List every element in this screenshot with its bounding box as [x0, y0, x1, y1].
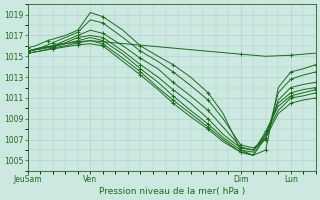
X-axis label: Pression niveau de la mer( hPa ): Pression niveau de la mer( hPa )	[99, 187, 245, 196]
